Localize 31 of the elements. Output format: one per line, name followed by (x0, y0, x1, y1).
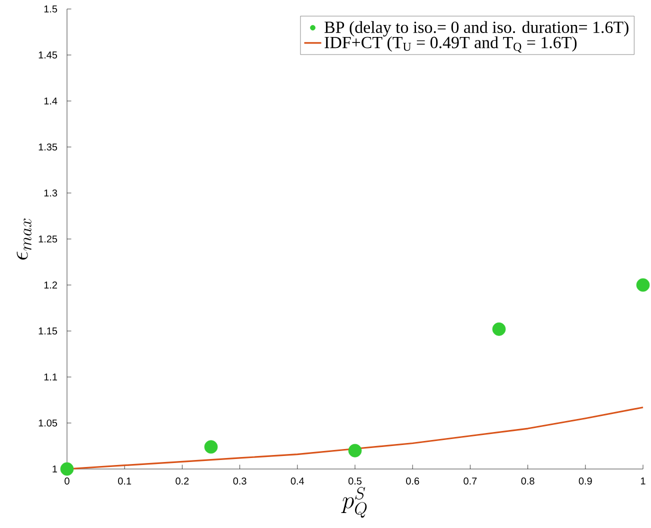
legend-label: BP (delay to iso.= 0 and iso. duration= 1.6T) (324, 21, 628, 36)
y-tick-label: 1.4 (44, 98, 58, 104)
x-tick-label: 0.7 (464, 478, 477, 485)
y-tick-label: 1 (52, 466, 57, 472)
x-tick-label: 0 (64, 478, 70, 485)
y-tick-label: 1.45 (38, 52, 58, 58)
x-tick-label: 0.2 (176, 478, 189, 485)
point (60, 462, 74, 476)
x-tick-label: 0.1 (118, 478, 132, 485)
x-axis-title: $p_Q^S$ (341, 487, 367, 518)
x-tick-label: 0.5 (348, 478, 362, 485)
point (492, 322, 506, 336)
x-tick-label: 0.6 (406, 478, 420, 485)
y-tick-label: 1.1 (44, 374, 57, 380)
point (204, 440, 218, 454)
x-tick-label: 0.8 (521, 478, 534, 485)
legend-label: IDF+CT (T$_{U}$ = 0.49T and T$_{Q}$ = 1.6T) (324, 36, 577, 53)
point (636, 278, 650, 292)
x-tick-label: 0.3 (233, 478, 246, 485)
x-tick-label: 1 (641, 478, 646, 484)
y-tick-label: 1.5 (44, 6, 58, 12)
y-tick-label: 1.25 (38, 235, 58, 243)
y-tick-label: 1.2 (44, 282, 57, 288)
y-tick-label: 1.35 (38, 143, 58, 151)
x-tick-label: 0.4 (290, 478, 304, 485)
y-axis-title: $\epsilon_{max}$ (16, 218, 32, 260)
y-tick-label: 1.05 (38, 419, 58, 427)
x-tick-label: 0.9 (578, 478, 592, 485)
y-tick-label: 1.3 (44, 189, 58, 197)
point (348, 444, 362, 458)
y-tick-label: 1.15 (38, 328, 58, 334)
